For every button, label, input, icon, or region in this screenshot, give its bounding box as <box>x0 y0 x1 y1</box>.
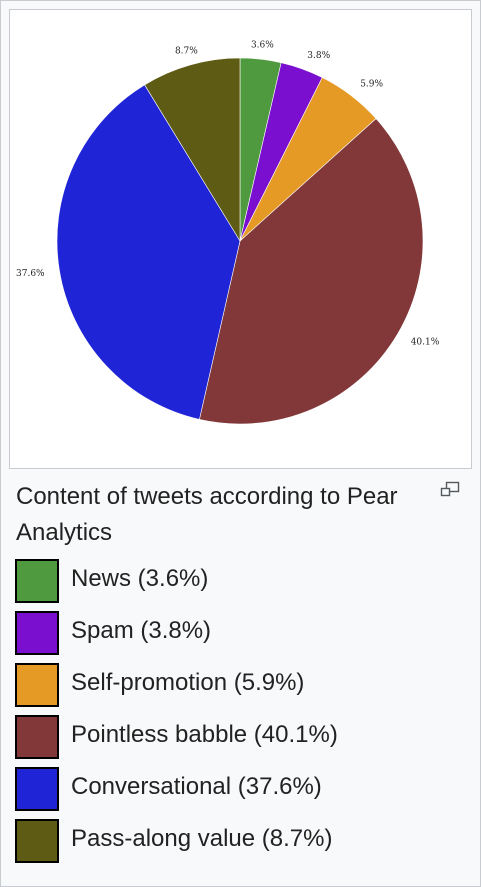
legend-swatch <box>15 611 59 655</box>
legend-label: Self-promotion (5.9%) <box>71 669 305 696</box>
pie-slice-conversational <box>56 84 241 420</box>
legend-label: Pointless babble (40.1%) <box>71 721 338 748</box>
slice-data-label: 40.1% <box>411 337 440 347</box>
chart-area: 3.6% 3.8% 5.9% 40.1% 37.6% 8.7% <box>9 9 472 469</box>
legend-swatch <box>15 819 59 863</box>
legend-label: Conversational (37.6%) <box>71 773 322 800</box>
pie-slice-pointless-babble <box>199 118 424 425</box>
slice-data-label: 3.8% <box>307 51 330 61</box>
figure-caption: Content of tweets according to Pear Anal… <box>16 483 398 546</box>
legend-label: News (3.6%) <box>71 565 209 592</box>
slice-data-label: 3.6% <box>251 40 274 50</box>
pie-chart: 3.6% 3.8% 5.9% 40.1% 37.6% 8.7% <box>16 40 440 425</box>
slice-data-label: 8.7% <box>175 46 198 56</box>
pie-slice-pass-along-value <box>144 57 241 243</box>
slice-data-label: 5.9% <box>360 80 383 90</box>
legend-swatch <box>15 559 59 603</box>
legend-swatch <box>15 663 59 707</box>
legend-label: Pass-along value (8.7%) <box>71 825 333 852</box>
slice-data-label: 37.6% <box>16 269 45 279</box>
magnify-icon[interactable] <box>440 481 460 497</box>
legend-label: Spam (3.8%) <box>71 617 212 644</box>
legend-swatch <box>15 767 59 811</box>
legend-swatch <box>15 715 59 759</box>
